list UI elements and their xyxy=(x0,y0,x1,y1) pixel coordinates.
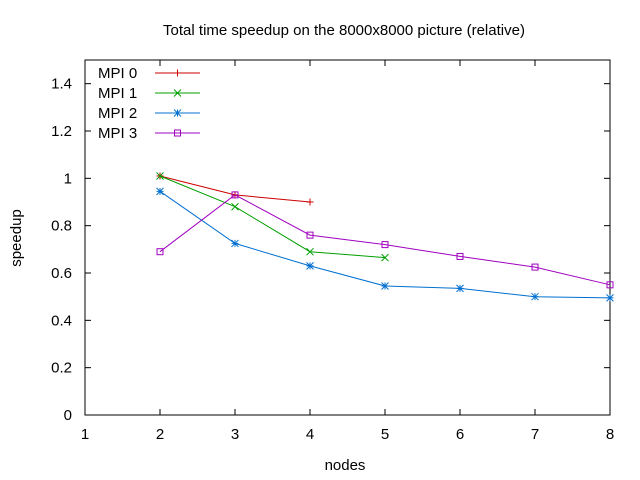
x-tick-label: 4 xyxy=(306,426,314,443)
legend-entry: MPI 2 xyxy=(98,105,200,122)
data-point xyxy=(174,69,181,77)
x-tick: 4 xyxy=(306,60,314,443)
plot-frame xyxy=(84,59,611,416)
x-axis: 1 2 3 4 5 6 7 8 xyxy=(81,60,614,443)
x-axis-label: nodes xyxy=(325,457,366,474)
data-point xyxy=(306,247,314,256)
x-tick-label: 5 xyxy=(381,426,389,443)
chart-title: Total time speedup on the 8000x8000 pict… xyxy=(163,22,525,39)
x-tick-label: 7 xyxy=(531,426,539,443)
data-point xyxy=(306,262,314,270)
series-line xyxy=(159,194,611,286)
data-point xyxy=(456,252,464,260)
series-mpi-1 xyxy=(156,172,389,262)
y-tick: 0.2 xyxy=(51,360,610,377)
data-point xyxy=(306,231,314,239)
y-tick-label: 0.4 xyxy=(51,312,72,329)
x-tick-label: 6 xyxy=(456,426,464,443)
y-tick-label: 1 xyxy=(64,170,72,187)
x-tick: 6 xyxy=(456,60,464,443)
x-tick: 3 xyxy=(231,60,239,443)
legend-entry: MPI 3 xyxy=(98,125,200,142)
y-axis-label: speedup xyxy=(8,209,25,267)
data-point xyxy=(173,109,182,117)
y-tick: 0 xyxy=(64,407,610,424)
x-tick: 2 xyxy=(156,60,164,443)
legend-label: MPI 2 xyxy=(98,105,137,122)
data-point xyxy=(306,198,314,206)
legend-label: MPI 1 xyxy=(98,85,137,102)
series-mpi-3 xyxy=(156,191,614,289)
x-tick-label: 3 xyxy=(231,426,239,443)
y-tick-label: 0.8 xyxy=(51,218,72,235)
series-mpi-2 xyxy=(156,187,614,302)
y-tick: 1.4 xyxy=(51,76,610,93)
y-tick: 1.2 xyxy=(51,123,610,140)
data-point xyxy=(381,253,389,262)
series-line xyxy=(159,175,386,259)
data-point xyxy=(156,248,164,256)
data-point xyxy=(156,187,164,196)
y-tick-label: 0 xyxy=(64,407,72,424)
data-point xyxy=(231,202,239,211)
x-tick-label: 8 xyxy=(606,426,614,443)
x-tick: 5 xyxy=(381,60,389,443)
y-tick-label: 0.6 xyxy=(51,265,72,282)
legend: MPI 0 MPI 1 MPI 2 MPI 3 xyxy=(98,65,200,142)
data-point xyxy=(231,239,239,248)
data-point xyxy=(156,172,164,180)
x-tick: 7 xyxy=(531,60,539,443)
legend-entry: MPI 1 xyxy=(98,85,200,102)
data-point xyxy=(606,281,614,289)
legend-entry: MPI 0 xyxy=(98,65,200,82)
legend-label: MPI 0 xyxy=(98,65,137,82)
data-point xyxy=(231,191,239,199)
y-tick-label: 1.2 xyxy=(51,123,72,140)
y-tick: 0.8 xyxy=(51,218,610,235)
y-tick: 1 xyxy=(64,170,610,187)
legend-label: MPI 3 xyxy=(98,125,137,142)
data-point xyxy=(381,241,389,249)
data-point xyxy=(606,293,614,302)
x-tick-label: 2 xyxy=(156,426,164,443)
y-tick: 0.4 xyxy=(51,312,610,329)
y-tick-label: 0.2 xyxy=(51,360,72,377)
data-point xyxy=(531,263,539,271)
x-tick: 1 xyxy=(81,60,89,443)
y-tick: 0.6 xyxy=(51,265,610,282)
data-point xyxy=(531,292,539,301)
x-tick-label: 1 xyxy=(81,426,89,443)
series-layer xyxy=(156,172,614,302)
x-tick: 8 xyxy=(606,60,614,443)
data-point xyxy=(173,89,182,97)
y-tick-label: 1.4 xyxy=(51,76,72,93)
data-point xyxy=(456,284,464,293)
y-axis: 0 0.2 0.4 0.6 0.8 1 1.2 1.4 xyxy=(51,76,610,424)
data-point xyxy=(174,129,181,137)
data-point xyxy=(381,282,389,290)
